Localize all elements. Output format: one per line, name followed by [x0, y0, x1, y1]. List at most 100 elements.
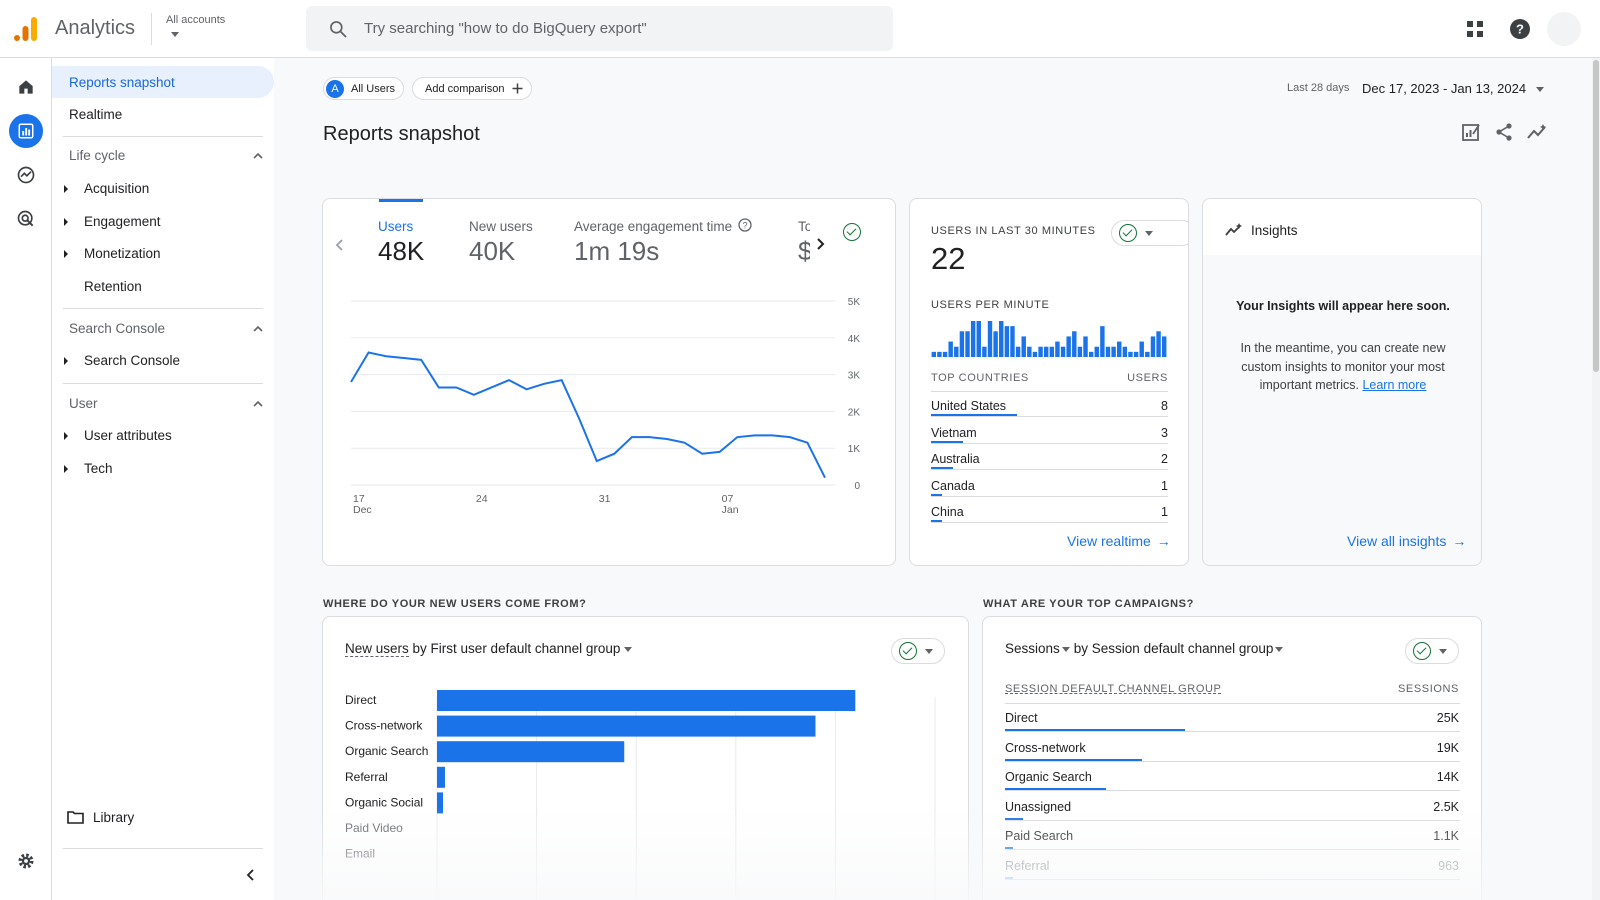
share-icon[interactable]: [1494, 122, 1514, 142]
customize-report-icon[interactable]: [1461, 122, 1481, 142]
category-label: Direct: [345, 693, 377, 707]
nav-engagement[interactable]: Engagement: [84, 214, 161, 229]
metric-selector[interactable]: New users: [345, 641, 409, 657]
country-name: Vietnam: [931, 425, 977, 440]
metric-tab-engagement-label[interactable]: Average engagement time: [574, 219, 733, 234]
svg-text:?: ?: [742, 221, 747, 231]
caret-down-icon[interactable]: [624, 646, 633, 652]
gear-icon: [18, 853, 34, 869]
chevron-up-icon[interactable]: [252, 150, 264, 162]
segment-chip[interactable]: A All Users: [323, 77, 404, 100]
nav-section-search-console[interactable]: Search Console: [69, 321, 166, 336]
metric-tab-new-users-label[interactable]: New users: [469, 219, 533, 234]
sessions-column-header[interactable]: SESSIONS: [1397, 683, 1459, 695]
realtime-quality-dropdown[interactable]: [1111, 220, 1188, 246]
insights-headline: Your Insights will appear here soon.: [1236, 299, 1450, 313]
expand-arrow-icon[interactable]: [64, 185, 68, 193]
users-per-minute-chart[interactable]: [931, 317, 1167, 359]
chevron-right-icon[interactable]: [815, 237, 827, 251]
campaigns-chart-title[interactable]: Sessions by Session default channel group: [1005, 641, 1284, 656]
minute-bar: [987, 321, 993, 357]
admin-button[interactable]: [9, 844, 43, 878]
expand-arrow-icon[interactable]: [64, 357, 68, 365]
segment-badge: A: [326, 79, 344, 98]
minute-bar: [1161, 336, 1167, 357]
help-outline-icon[interactable]: ?: [738, 218, 752, 232]
nav-search-console[interactable]: Search Console: [84, 353, 181, 368]
date-range-value[interactable]: Dec 17, 2023 - Jan 13, 2024: [1362, 81, 1527, 96]
nav-monetization[interactable]: Monetization: [84, 246, 161, 261]
svg-text:?: ?: [1516, 22, 1524, 37]
search-bar[interactable]: Try searching "how to do BigQuery export…: [306, 6, 893, 51]
scrollbar-track[interactable]: [1592, 58, 1600, 900]
home-button[interactable]: [9, 70, 43, 104]
metric-tab-revenue-label[interactable]: To: [798, 219, 810, 234]
dimension-selector[interactable]: by First user default channel group: [412, 641, 621, 656]
metric-tab-new-users-value[interactable]: 40K: [469, 236, 516, 266]
caret-down-icon[interactable]: [1061, 646, 1070, 652]
acquisition-chart-title[interactable]: New users by First user default channel …: [345, 641, 633, 657]
nav-library[interactable]: Library: [93, 810, 135, 825]
channel-group-column-header[interactable]: SESSION DEFAULT CHANNEL GROUP: [1005, 683, 1222, 695]
expand-arrow-icon[interactable]: [64, 432, 68, 440]
metric-selector[interactable]: Sessions: [1005, 641, 1060, 656]
acquisition-bar-chart[interactable]: Direct Cross-network Organic Search Referra…: [323, 677, 969, 900]
account-selector[interactable]: All accounts: [166, 14, 226, 26]
caret-down-icon: [1145, 230, 1153, 236]
explore-button[interactable]: [9, 158, 43, 192]
expand-arrow-icon[interactable]: [64, 218, 68, 226]
row-divider: [1005, 731, 1460, 732]
metric-tab-engagement-value[interactable]: 1m 19s: [574, 236, 660, 266]
apps-grid-icon[interactable]: [1463, 17, 1487, 41]
minute-bar: [1117, 341, 1122, 357]
minute-bar: [1077, 346, 1083, 357]
metric-tab-revenue-value[interactable]: $: [798, 236, 810, 267]
search-input[interactable]: Try searching "how to do BigQuery export…: [364, 20, 647, 37]
chevron-up-icon[interactable]: [252, 323, 264, 335]
date-range-label[interactable]: Last 28 days: [1287, 82, 1350, 94]
scrollbar-thumb[interactable]: [1593, 60, 1599, 372]
caret-down-icon[interactable]: [1275, 646, 1284, 652]
analytics-logo-icon[interactable]: [14, 16, 38, 42]
nav-reports-snapshot[interactable]: Reports snapshot: [52, 66, 274, 98]
metric-tab-users-label[interactable]: Users: [378, 219, 414, 234]
arrow-right-icon: →: [1156, 533, 1171, 549]
campaigns-quality-dropdown[interactable]: [1405, 638, 1459, 664]
collapse-chevron-icon[interactable]: [245, 868, 257, 882]
data-quality-check-icon[interactable]: [843, 223, 861, 244]
minute-bar: [982, 346, 987, 357]
chevron-left-icon[interactable]: [334, 238, 346, 252]
help-icon[interactable]: ?: [1508, 17, 1532, 41]
insights-icon[interactable]: [1526, 122, 1548, 142]
nav-user-attributes[interactable]: User attributes: [84, 428, 172, 443]
minute-bar: [1066, 336, 1071, 357]
avatar[interactable]: [1547, 12, 1581, 46]
caret-down-icon[interactable]: [171, 32, 179, 37]
minute-bar: [1111, 346, 1116, 357]
app-name[interactable]: Analytics: [55, 17, 136, 39]
dimension-selector[interactable]: by Session default channel group: [1073, 641, 1274, 656]
caret-down-icon[interactable]: [1536, 87, 1544, 92]
expand-arrow-icon[interactable]: [64, 250, 68, 258]
y-tick-label: 3K: [848, 371, 861, 382]
nav-retention[interactable]: Retention: [84, 279, 142, 294]
minute-bar: [1150, 336, 1156, 357]
view-all-insights-link[interactable]: View all insights →: [1347, 533, 1466, 549]
left-rail: [0, 58, 52, 900]
nav-acquisition[interactable]: Acquisition: [84, 181, 150, 196]
add-comparison-button[interactable]: Add comparison: [412, 77, 532, 100]
chevron-up-icon[interactable]: [252, 398, 264, 410]
expand-arrow-icon[interactable]: [64, 465, 68, 473]
learn-more-link[interactable]: Learn more: [1362, 378, 1427, 392]
nav-section-user[interactable]: User: [69, 396, 98, 411]
view-realtime-link[interactable]: View realtime →: [1067, 533, 1171, 549]
nav-tech[interactable]: Tech: [84, 461, 113, 476]
acquisition-quality-dropdown[interactable]: [891, 638, 945, 664]
metric-tab-users-value[interactable]: 48K: [378, 236, 425, 266]
advertising-button[interactable]: [9, 202, 43, 236]
nav-realtime[interactable]: Realtime: [69, 107, 123, 122]
minute-bar: [1139, 341, 1144, 357]
reports-button[interactable]: [9, 114, 43, 148]
nav-section-lifecycle[interactable]: Life cycle: [69, 148, 126, 163]
